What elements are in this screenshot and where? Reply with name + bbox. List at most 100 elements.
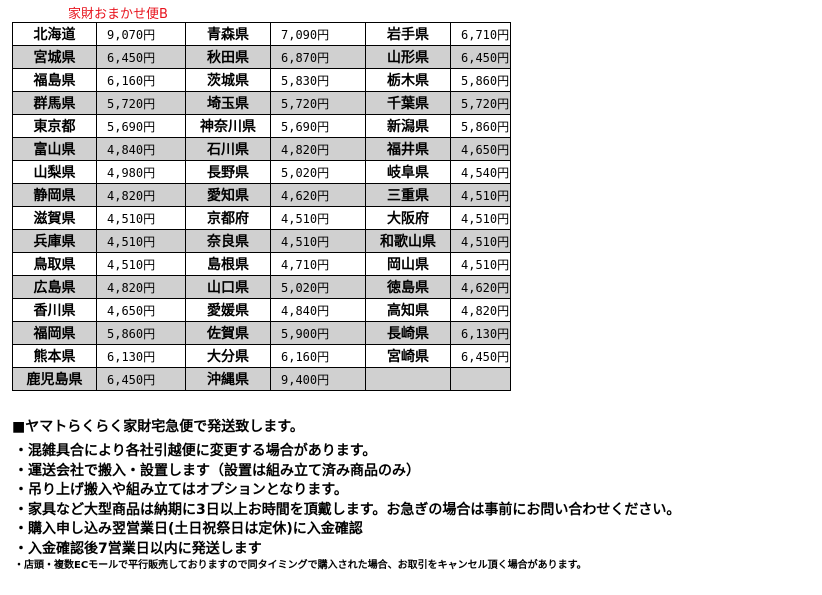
price-cell: 6,870円 [270, 45, 366, 69]
prefecture-cell: 山口県 [185, 275, 271, 299]
prefecture-cell: 和歌山県 [365, 229, 451, 253]
prefecture-cell: 香川県 [12, 298, 97, 322]
price-cell: 5,020円 [270, 160, 366, 184]
price-cell: 7,090円 [270, 22, 366, 46]
prefecture-cell: 神奈川県 [185, 114, 271, 138]
note-item: ・入金確認後7営業日以内に発送します [14, 540, 262, 557]
price-cell: 4,820円 [270, 137, 366, 161]
price-cell: 5,020円 [270, 275, 366, 299]
prefecture-cell: 山形県 [365, 45, 451, 69]
price-cell: 4,510円 [450, 252, 511, 276]
price-cell: 5,860円 [96, 321, 186, 345]
price-cell: 6,450円 [450, 344, 511, 368]
prefecture-cell: 埼玉県 [185, 91, 271, 115]
price-cell: 4,650円 [450, 137, 511, 161]
table-row: 福岡県 5,860円 佐賀県 5,900円 長崎県 6,130円 [12, 321, 511, 345]
prefecture-cell: 福井県 [365, 137, 451, 161]
prefecture-cell: 山梨県 [12, 160, 97, 184]
prefecture-cell: 群馬県 [12, 91, 97, 115]
note-item: ・吊り上げ搬入や組み立てはオプションとなります。 [14, 482, 348, 498]
prefecture-cell: 奈良県 [185, 229, 271, 253]
price-cell: 6,130円 [96, 344, 186, 368]
prefecture-cell: 兵庫県 [12, 229, 97, 253]
prefecture-cell: 愛媛県 [185, 298, 271, 322]
price-cell: 4,510円 [450, 229, 511, 253]
price-cell: 4,620円 [270, 183, 366, 207]
prefecture-cell: 高知県 [365, 298, 451, 322]
table-row: 東京都 5,690円 神奈川県 5,690円 新潟県 5,860円 [12, 114, 511, 138]
prefecture-cell: 宮崎県 [365, 344, 451, 368]
price-cell: 5,690円 [270, 114, 366, 138]
note-item: ・混雑具合により各社引越便に変更する場合があります。 [14, 443, 377, 459]
price-cell: 4,540円 [450, 160, 511, 184]
price-cell: 5,900円 [270, 321, 366, 345]
price-cell: 5,720円 [96, 91, 186, 115]
price-cell: 5,720円 [450, 91, 511, 115]
prefecture-cell: 京都府 [185, 206, 271, 230]
table-row: 滋賀県 4,510円 京都府 4,510円 大阪府 4,510円 [12, 206, 511, 230]
prefecture-cell: 石川県 [185, 137, 271, 161]
price-cell: 6,130円 [450, 321, 511, 345]
prefecture-cell: 三重県 [365, 183, 451, 207]
prefecture-cell: 福岡県 [12, 321, 97, 345]
table-row: 北海道 9,070円 青森県 7,090円 岩手県 6,710円 [12, 22, 511, 46]
price-cell: 4,510円 [270, 206, 366, 230]
table-row: 群馬県 5,720円 埼玉県 5,720円 千葉県 5,720円 [12, 91, 511, 115]
table-row: 香川県 4,650円 愛媛県 4,840円 高知県 4,820円 [12, 298, 511, 322]
prefecture-cell: 鹿児島県 [12, 367, 97, 391]
prefecture-cell: 北海道 [12, 22, 97, 46]
price-cell: 9,070円 [96, 22, 186, 46]
prefecture-cell: 長崎県 [365, 321, 451, 345]
prefecture-cell: 茨城県 [185, 68, 271, 92]
price-cell: 5,830円 [270, 68, 366, 92]
price-cell: 4,620円 [450, 275, 511, 299]
price-cell: 4,980円 [96, 160, 186, 184]
prefecture-cell: 熊本県 [12, 344, 97, 368]
prefecture-cell: 島根県 [185, 252, 271, 276]
price-cell: 4,510円 [450, 206, 511, 230]
price-cell: 6,160円 [96, 68, 186, 92]
table-row: 兵庫県 4,510円 奈良県 4,510円 和歌山県 4,510円 [12, 229, 511, 253]
prefecture-cell: 徳島県 [365, 275, 451, 299]
table-row: 鳥取県 4,510円 島根県 4,710円 岡山県 4,510円 [12, 252, 511, 276]
prefecture-cell: 岩手県 [365, 22, 451, 46]
price-cell: 4,820円 [96, 275, 186, 299]
table-row: 福島県 6,160円 茨城県 5,830円 栃木県 5,860円 [12, 68, 511, 92]
prefecture-cell: 愛知県 [185, 183, 271, 207]
price-cell: 5,860円 [450, 68, 511, 92]
shipping-plan-title: 家財おまかせ便B [68, 7, 168, 22]
price-cell: 5,860円 [450, 114, 511, 138]
table-row: 鹿児島県 6,450円 沖縄県 9,400円 [12, 367, 511, 391]
price-cell: 6,710円 [450, 22, 511, 46]
price-cell: 9,400円 [270, 367, 366, 391]
price-cell [450, 367, 511, 391]
price-cell: 4,820円 [450, 298, 511, 322]
prefecture-cell: 大分県 [185, 344, 271, 368]
table-row: 山梨県 4,980円 長野県 5,020円 岐阜県 4,540円 [12, 160, 511, 184]
table-row: 熊本県 6,130円 大分県 6,160円 宮崎県 6,450円 [12, 344, 511, 368]
prefecture-cell: 秋田県 [185, 45, 271, 69]
prefecture-cell: 佐賀県 [185, 321, 271, 345]
prefecture-cell: 長野県 [185, 160, 271, 184]
prefecture-cell: 静岡県 [12, 183, 97, 207]
price-cell: 4,510円 [450, 183, 511, 207]
prefecture-cell: 岐阜県 [365, 160, 451, 184]
price-cell: 6,160円 [270, 344, 366, 368]
note-item: ・家具など大型商品は納期に3日以上お時間を頂戴します。お急ぎの場合は事前にお問い… [14, 501, 681, 518]
prefecture-cell: 鳥取県 [12, 252, 97, 276]
price-cell: 6,450円 [96, 45, 186, 69]
price-cell: 4,510円 [270, 229, 366, 253]
prefecture-cell: 富山県 [12, 137, 97, 161]
note-item: ・購入申し込み翌営業日(土日祝祭日は定休)に入金確認 [14, 521, 363, 537]
price-cell: 4,840円 [96, 137, 186, 161]
price-cell: 4,510円 [96, 206, 186, 230]
prefecture-cell: 大阪府 [365, 206, 451, 230]
prefecture-cell: 沖縄県 [185, 367, 271, 391]
prefecture-cell: 新潟県 [365, 114, 451, 138]
price-cell: 4,820円 [96, 183, 186, 207]
small-note: ・店頭・複数ECモールで平行販売しておりますので同タイミングで購入された場合、お… [14, 560, 587, 571]
table-row: 富山県 4,840円 石川県 4,820円 福井県 4,650円 [12, 137, 511, 161]
price-cell: 4,510円 [96, 229, 186, 253]
note-item: ・運送会社で搬入・設置します（設置は組み立て済み商品のみ） [14, 462, 420, 479]
price-cell: 4,650円 [96, 298, 186, 322]
